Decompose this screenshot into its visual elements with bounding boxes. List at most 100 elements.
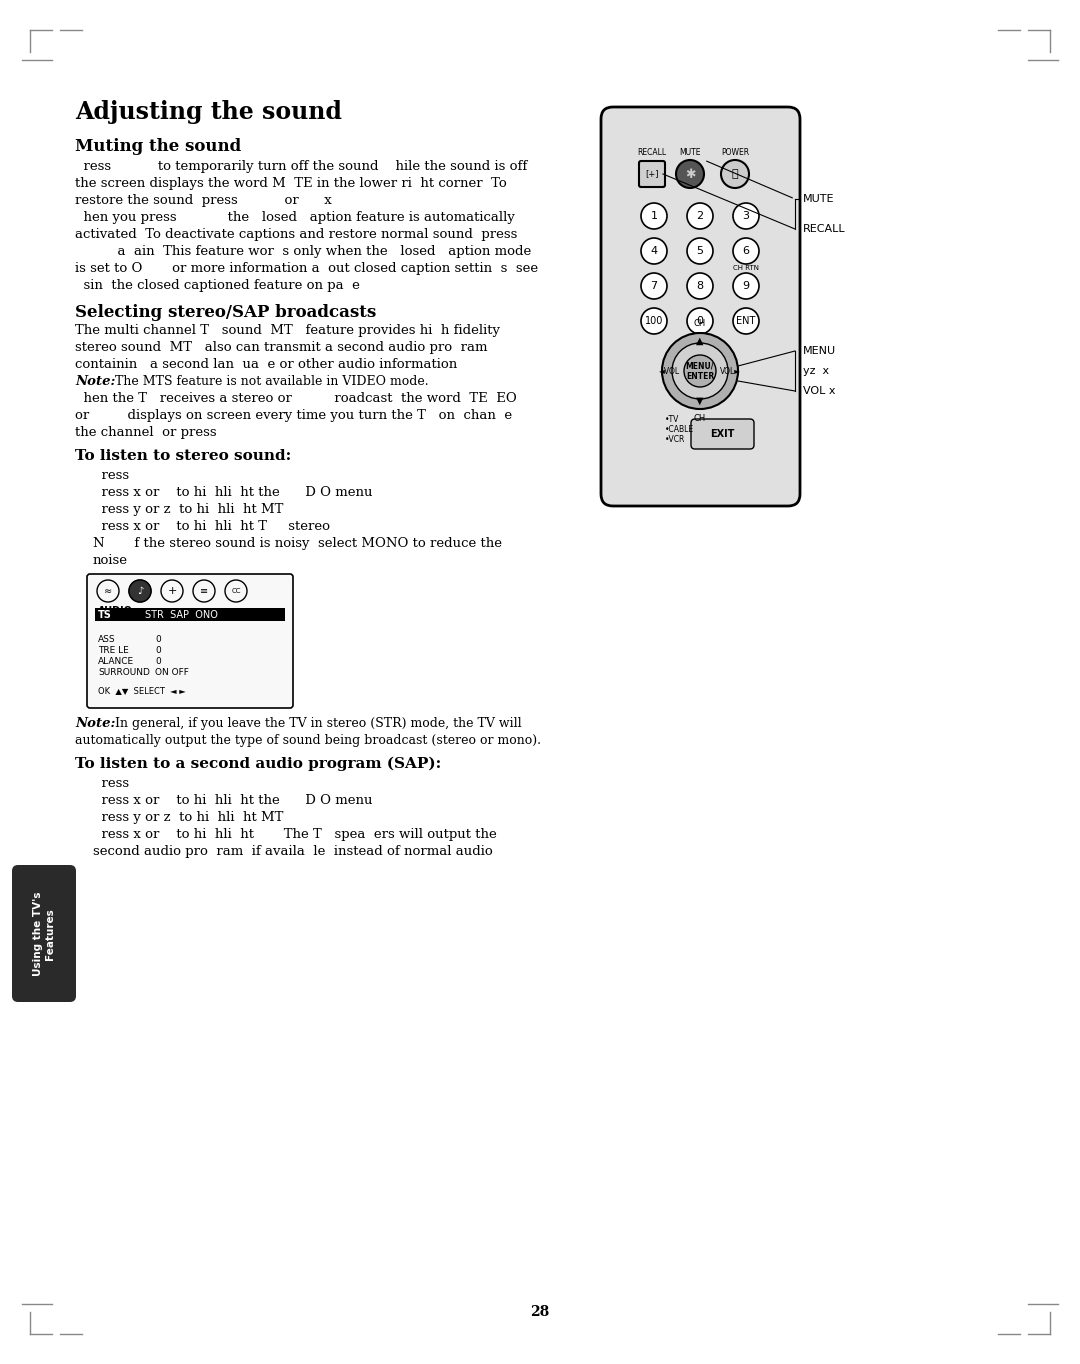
Circle shape <box>733 308 759 334</box>
Text: CH RTN: CH RTN <box>733 265 759 271</box>
Text: 1: 1 <box>650 211 658 221</box>
Text: ⏻: ⏻ <box>731 169 739 179</box>
Text: RECALL: RECALL <box>637 149 666 157</box>
Text: hen the T   receives a stereo or          roadcast  the word  TE  EO: hen the T receives a stereo or roadcast … <box>75 391 516 405</box>
Text: noise: noise <box>93 554 129 567</box>
Text: Selecting stereo/SAP broadcasts: Selecting stereo/SAP broadcasts <box>75 304 376 321</box>
Text: 6: 6 <box>743 246 750 256</box>
Text: ◄VOL: ◄VOL <box>660 367 680 375</box>
Text: stereo sound  MT   also can transmit a second audio pro  ram: stereo sound MT also can transmit a seco… <box>75 341 487 355</box>
Circle shape <box>687 237 713 265</box>
Text: second audio pro  ram  if availa  le  instead of normal audio: second audio pro ram if availa le instea… <box>93 846 492 858</box>
Text: [+]: [+] <box>645 169 659 179</box>
Text: 8: 8 <box>697 281 703 291</box>
Text: MENU/
ENTER: MENU/ ENTER <box>686 361 714 381</box>
Text: 0: 0 <box>156 636 161 644</box>
Text: the channel  or press: the channel or press <box>75 426 217 439</box>
Circle shape <box>687 273 713 299</box>
Text: hen you press            the   losed   aption feature is automatically: hen you press the losed aption feature i… <box>75 211 515 224</box>
Text: N       f the stereo sound is noisy  select MONO to reduce the: N f the stereo sound is noisy select MON… <box>93 537 502 550</box>
Text: 100: 100 <box>645 316 663 326</box>
Text: ress: ress <box>93 469 130 481</box>
Text: 5: 5 <box>697 246 703 256</box>
Text: +: + <box>167 587 177 596</box>
Text: 7: 7 <box>650 281 658 291</box>
Text: ress y or z  to hi  hli  ht MT: ress y or z to hi hli ht MT <box>93 812 283 824</box>
Circle shape <box>676 160 704 188</box>
Text: ress x or    to hi  hli  ht T     stereo: ress x or to hi hli ht T stereo <box>93 520 330 533</box>
FancyBboxPatch shape <box>600 106 800 506</box>
Circle shape <box>733 237 759 265</box>
Text: 3: 3 <box>743 211 750 221</box>
Text: ress x or    to hi  hli  ht the      D O menu: ress x or to hi hli ht the D O menu <box>93 794 373 807</box>
Text: yz  x: yz x <box>804 366 829 376</box>
Text: ✱: ✱ <box>685 168 696 180</box>
Circle shape <box>662 333 738 409</box>
Text: ress           to temporarily turn off the sound    hile the sound is off: ress to temporarily turn off the sound h… <box>75 160 527 173</box>
Text: 0: 0 <box>156 647 161 655</box>
Text: POWER: POWER <box>721 149 750 157</box>
FancyBboxPatch shape <box>87 574 293 708</box>
Text: CC: CC <box>231 588 241 593</box>
Circle shape <box>733 203 759 229</box>
Circle shape <box>642 237 667 265</box>
Text: activated  To deactivate captions and restore normal sound  press: activated To deactivate captions and res… <box>75 228 517 241</box>
Text: ress y or z  to hi  hli  ht MT: ress y or z to hi hli ht MT <box>93 503 283 516</box>
Text: CH: CH <box>693 319 706 327</box>
Circle shape <box>642 203 667 229</box>
Text: ress x or    to hi  hli  ht the      D O menu: ress x or to hi hli ht the D O menu <box>93 486 373 499</box>
Text: To listen to a second audio program (SAP):: To listen to a second audio program (SAP… <box>75 757 442 772</box>
Text: •TV: •TV <box>665 415 679 423</box>
Text: 0: 0 <box>697 316 703 326</box>
Circle shape <box>733 273 759 299</box>
Text: ENT: ENT <box>737 316 756 326</box>
Text: CH: CH <box>693 415 706 423</box>
Text: ON OFF: ON OFF <box>156 668 189 677</box>
Text: restore the sound  press           or      x: restore the sound press or x <box>75 194 332 207</box>
Text: 9: 9 <box>742 281 750 291</box>
Text: STR  SAP  ONO: STR SAP ONO <box>145 610 218 621</box>
Text: AUDIO: AUDIO <box>98 606 133 617</box>
FancyBboxPatch shape <box>12 865 76 1003</box>
Text: The multi channel T   sound  MT   feature provides hi  h fidelity: The multi channel T sound MT feature pro… <box>75 325 500 337</box>
Text: ress x or    to hi  hli  ht       The T   spea  ers will output the: ress x or to hi hli ht The T spea ers wi… <box>93 828 497 842</box>
Circle shape <box>687 203 713 229</box>
Text: containin   a second lan  ua  e or other audio information: containin a second lan ua e or other aud… <box>75 357 457 371</box>
FancyBboxPatch shape <box>691 419 754 449</box>
Text: EXIT: EXIT <box>710 430 734 439</box>
Text: 2: 2 <box>697 211 703 221</box>
Text: To listen to stereo sound:: To listen to stereo sound: <box>75 449 292 462</box>
Text: 28: 28 <box>530 1305 550 1319</box>
Text: MUTE: MUTE <box>804 194 835 205</box>
FancyBboxPatch shape <box>95 608 285 621</box>
Text: 0: 0 <box>156 657 161 666</box>
Text: Adjusting the sound: Adjusting the sound <box>75 100 342 124</box>
Text: 4: 4 <box>650 246 658 256</box>
Text: Muting the sound: Muting the sound <box>75 138 241 155</box>
Circle shape <box>721 160 750 188</box>
Text: •CABLE: •CABLE <box>665 424 694 434</box>
Text: automatically output the type of sound being broadcast (stereo or mono).: automatically output the type of sound b… <box>75 734 541 747</box>
Circle shape <box>642 308 667 334</box>
Text: is set to O       or more information a  out closed caption settin  s  see: is set to O or more information a out cl… <box>75 262 538 276</box>
Circle shape <box>672 342 728 400</box>
Text: SURROUND: SURROUND <box>98 668 150 677</box>
Text: Note:: Note: <box>75 375 116 387</box>
Text: ♪: ♪ <box>137 587 144 596</box>
Text: The MTS feature is not available in VIDEO mode.: The MTS feature is not available in VIDE… <box>114 375 429 387</box>
Text: •VCR: •VCR <box>665 435 686 443</box>
Text: ASS: ASS <box>98 636 116 644</box>
Text: ▲: ▲ <box>697 336 704 346</box>
Circle shape <box>684 355 716 387</box>
Text: MENU: MENU <box>804 346 836 356</box>
Text: ress: ress <box>93 777 130 790</box>
Text: TS: TS <box>98 610 112 621</box>
Text: MUTE: MUTE <box>679 149 701 157</box>
Text: ▼: ▼ <box>697 396 704 406</box>
Text: sin  the closed captioned feature on pa  e: sin the closed captioned feature on pa e <box>75 280 360 292</box>
Circle shape <box>642 273 667 299</box>
Text: the screen displays the word M  TE in the lower ri  ht corner  To: the screen displays the word M TE in the… <box>75 177 507 190</box>
Text: ALANCE: ALANCE <box>98 657 134 666</box>
Text: VOL x: VOL x <box>804 386 836 396</box>
Text: Note:: Note: <box>75 717 116 730</box>
